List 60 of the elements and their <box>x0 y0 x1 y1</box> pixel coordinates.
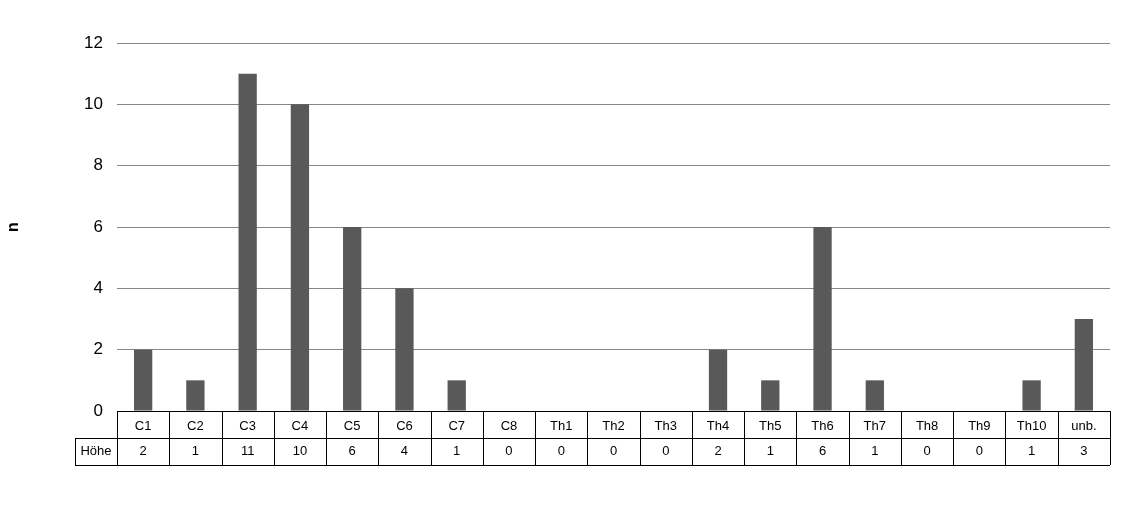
x-tick-label: Th4 <box>706 418 730 434</box>
bar <box>1074 319 1094 411</box>
x-tick-label: unb. <box>1071 418 1097 434</box>
y-tick-label: 12 <box>84 32 103 52</box>
text: Höhe <box>80 443 112 459</box>
x-tick-label: Th7 <box>863 418 887 434</box>
data-label: 1 <box>1027 443 1036 459</box>
x-tick-label: C5 <box>343 418 361 434</box>
data-label: 1 <box>191 443 200 459</box>
x-tick-label: Th9 <box>968 418 991 434</box>
data-label: 0 <box>662 443 670 459</box>
y-tick-label: 8 <box>93 155 103 175</box>
x-tick-label: Th10 <box>1016 418 1047 434</box>
bar <box>761 380 780 411</box>
x-tick-label: C1 <box>134 418 152 434</box>
bar <box>865 380 884 411</box>
y-tick-label: 10 <box>84 94 103 114</box>
bar <box>447 380 466 411</box>
x-tick-label: Th2 <box>602 418 625 434</box>
data-label: 0 <box>557 443 565 459</box>
data-label: 1 <box>766 443 774 459</box>
x-tick-label: Th8 <box>915 418 939 434</box>
data-label: 6 <box>348 443 356 459</box>
x-tick-label: C6 <box>396 418 413 434</box>
data-label: 0 <box>505 443 513 459</box>
data-label: 6 <box>818 443 827 459</box>
data-label: 10 <box>292 443 308 459</box>
bar <box>133 349 153 411</box>
data-label: 1 <box>871 443 879 459</box>
data-label: 0 <box>975 443 983 459</box>
bar <box>813 227 832 411</box>
y-tick-label: 0 <box>93 400 103 420</box>
data-label: 2 <box>139 443 147 459</box>
x-tick-label: C4 <box>291 418 309 434</box>
bar <box>186 380 205 411</box>
bar <box>1022 380 1041 411</box>
x-tick-label: Th3 <box>654 418 677 434</box>
data-label: 0 <box>609 443 618 459</box>
x-tick-label: C8 <box>500 418 518 434</box>
bar <box>708 349 728 411</box>
data-label: 0 <box>923 443 931 459</box>
bar <box>395 288 414 411</box>
data-label: 4 <box>400 443 409 459</box>
bar <box>238 73 257 411</box>
x-tick-label: C2 <box>187 418 204 434</box>
y-tick-label: 6 <box>93 216 103 236</box>
data-label: 1 <box>453 443 461 459</box>
x-tick-label: C7 <box>448 418 466 434</box>
y-tick-label: 4 <box>93 278 103 298</box>
y-axis-title: n <box>4 222 22 232</box>
x-tick-label: Th5 <box>759 418 782 434</box>
x-tick-label: Th6 <box>811 418 834 434</box>
bar <box>290 104 310 411</box>
y-tick-label: 2 <box>93 339 103 359</box>
x-tick-label: C3 <box>239 418 256 434</box>
data-label: 2 <box>714 443 722 459</box>
bar <box>343 227 362 411</box>
data-label: 3 <box>1080 443 1088 459</box>
x-tick-label: Th1 <box>550 418 573 434</box>
data-label: 11 <box>240 443 255 459</box>
